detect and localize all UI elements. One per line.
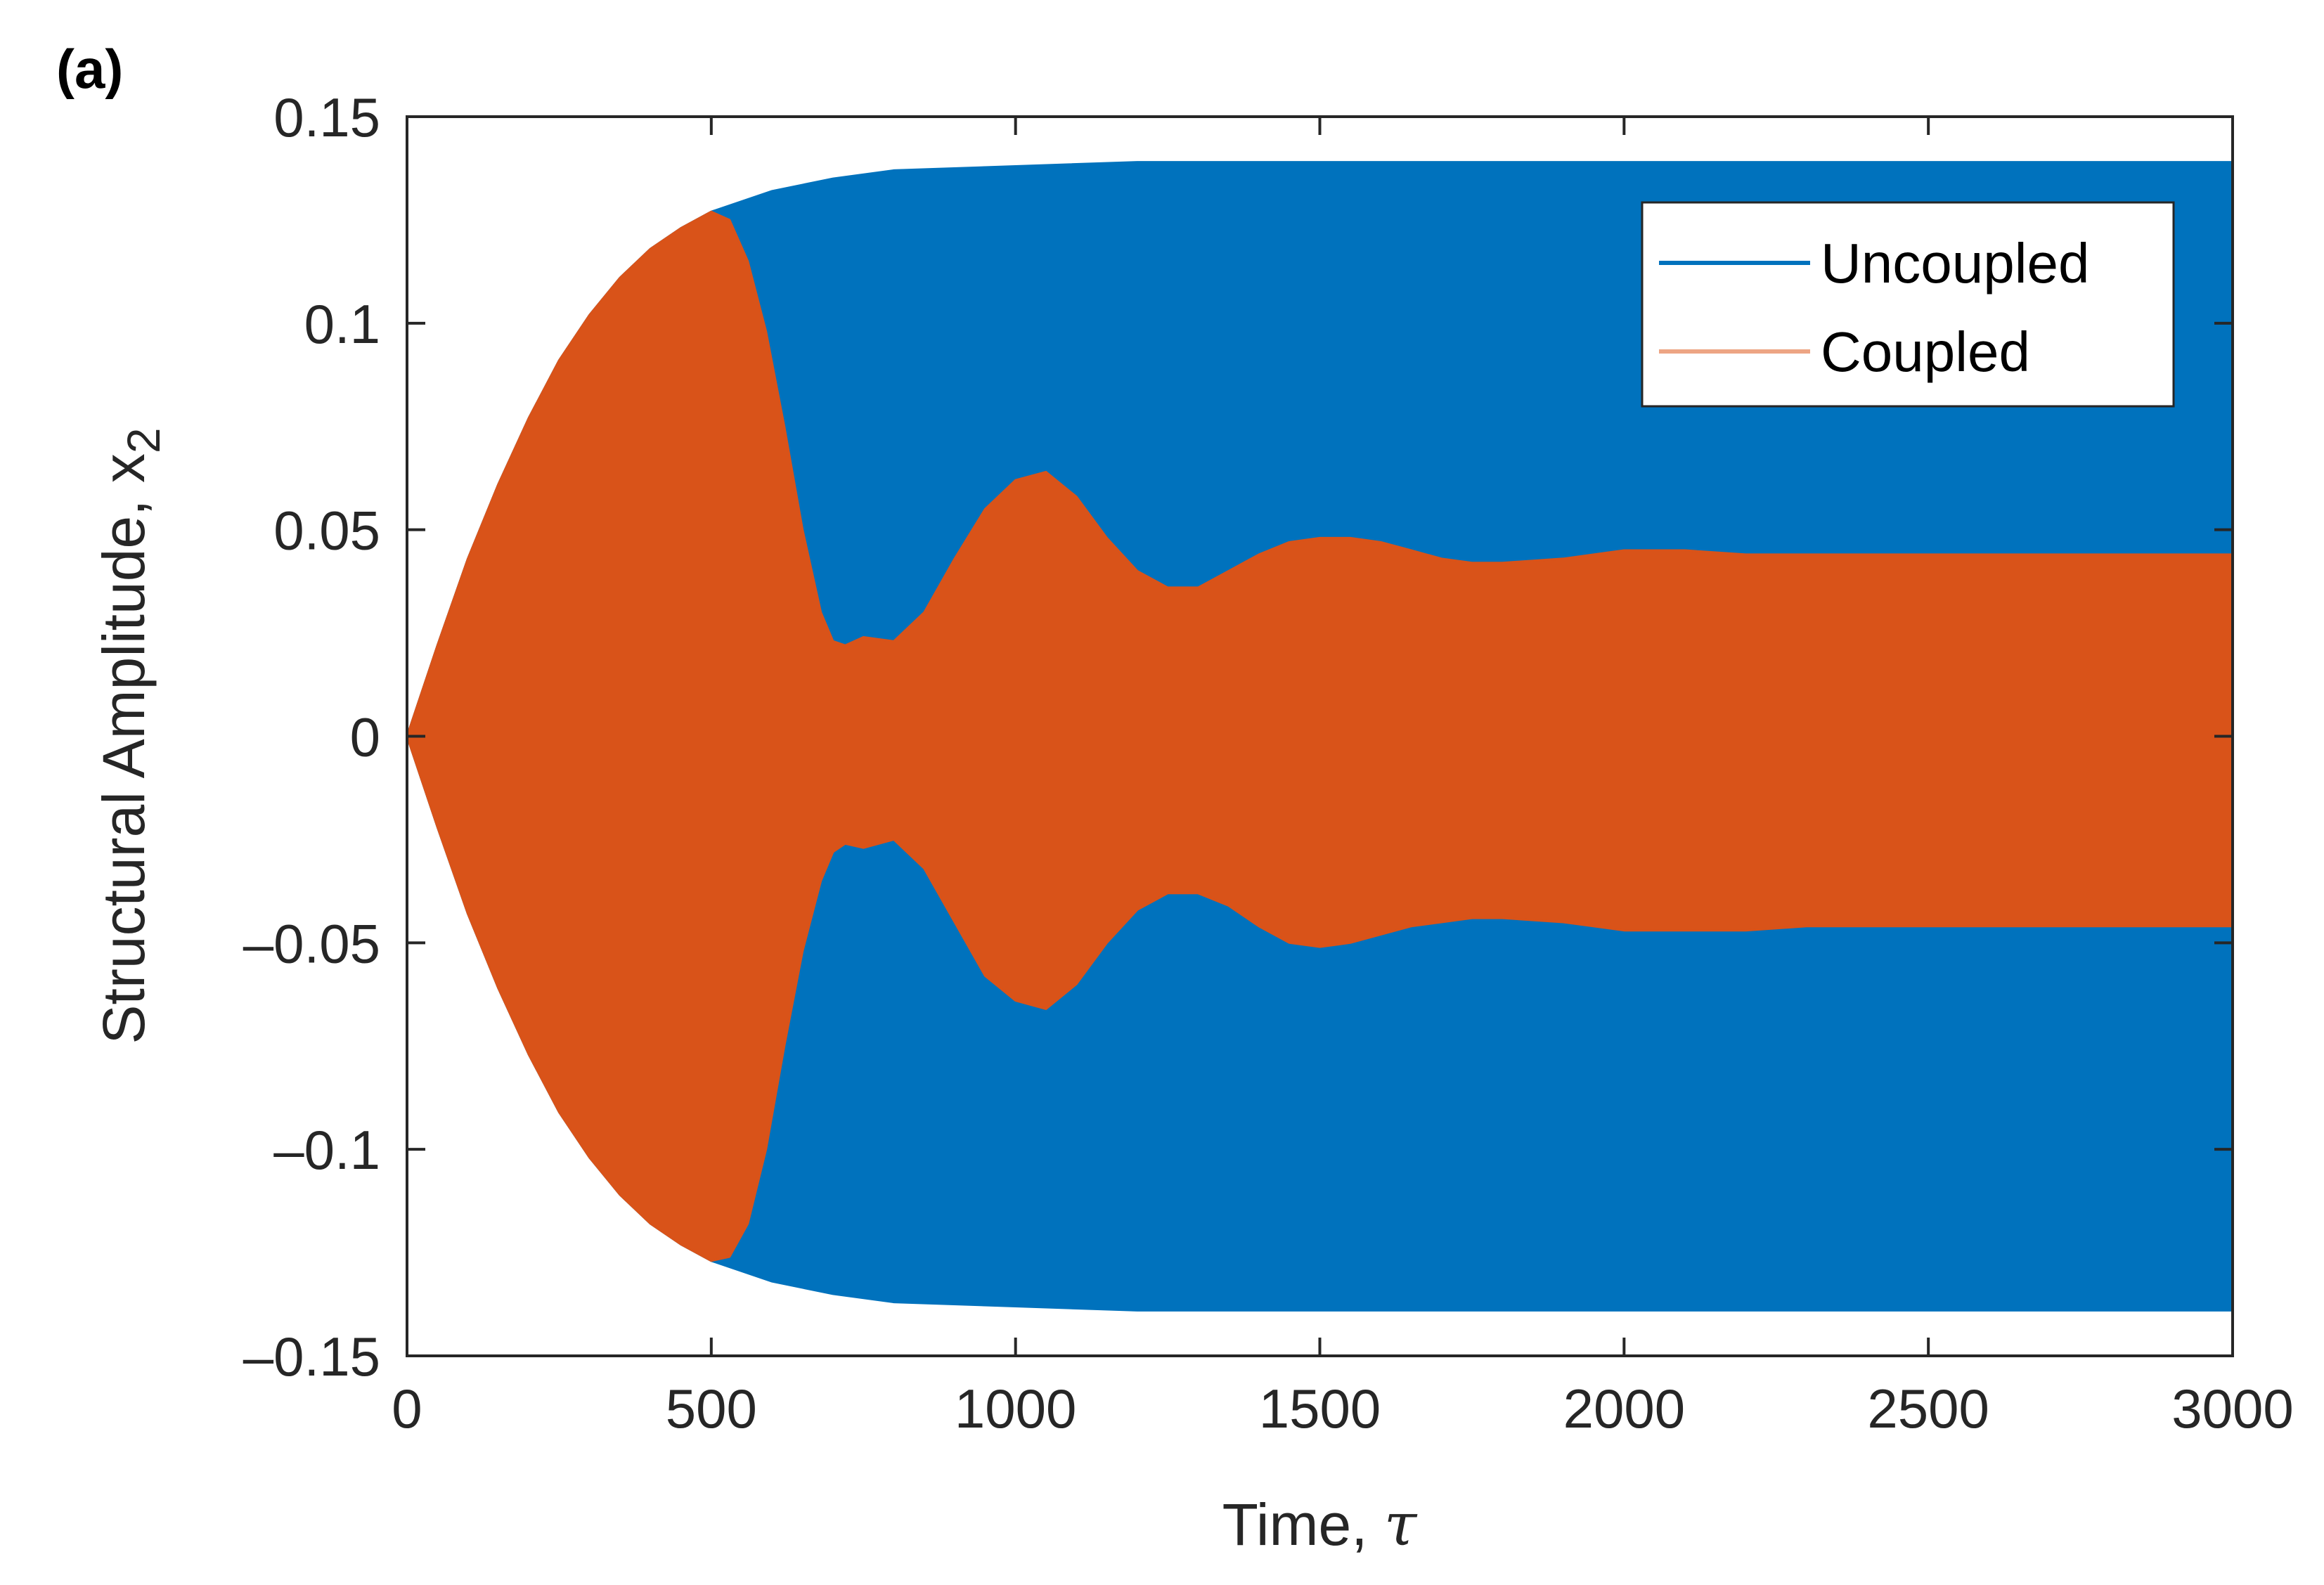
legend: Uncoupled Coupled — [1641, 201, 2175, 408]
x-axis-title-text: Time, — [1222, 1492, 1384, 1558]
x-tick-label: 2500 — [1867, 1378, 1989, 1440]
y-tick-label: 0.05 — [273, 500, 380, 562]
y-axis: –0.15 –0.1 –0.05 0 0.05 0.1 0.15 — [243, 86, 2233, 1387]
legend-label-uncoupled: Uncoupled — [1821, 232, 2090, 295]
y-tick-label: –0.1 — [273, 1119, 380, 1181]
x-axis-title-symbol: τ — [1384, 1490, 1418, 1559]
x-axis-title: Time, τ — [1222, 1490, 1418, 1559]
y-tick-label: 0 — [350, 706, 380, 768]
y-tick-label: 0.1 — [304, 293, 380, 355]
x-tick-label: 1000 — [955, 1378, 1077, 1440]
y-tick-label: –0.05 — [243, 912, 380, 974]
y-axis-title-subscript: 2 — [117, 427, 169, 453]
y-axis-title: Structural Amplitude, x2 — [91, 427, 169, 1044]
y-tick-label: 0.15 — [273, 86, 380, 148]
y-axis-title-text: Structural Amplitude, x — [91, 453, 157, 1044]
legend-box — [1641, 201, 2175, 408]
legend-label-coupled: Coupled — [1821, 321, 2030, 383]
x-tick-label: 0 — [392, 1378, 422, 1440]
y-tick-label: –0.15 — [243, 1326, 380, 1387]
x-tick-label: 500 — [666, 1378, 757, 1440]
x-tick-label: 1500 — [1259, 1378, 1381, 1440]
x-tick-label: 3000 — [2171, 1378, 2294, 1440]
x-axis: 0 500 1000 1500 2000 2500 3000 — [392, 117, 2294, 1440]
panel-label: (a) — [56, 38, 123, 100]
x-tick-label: 2000 — [1563, 1378, 1686, 1440]
